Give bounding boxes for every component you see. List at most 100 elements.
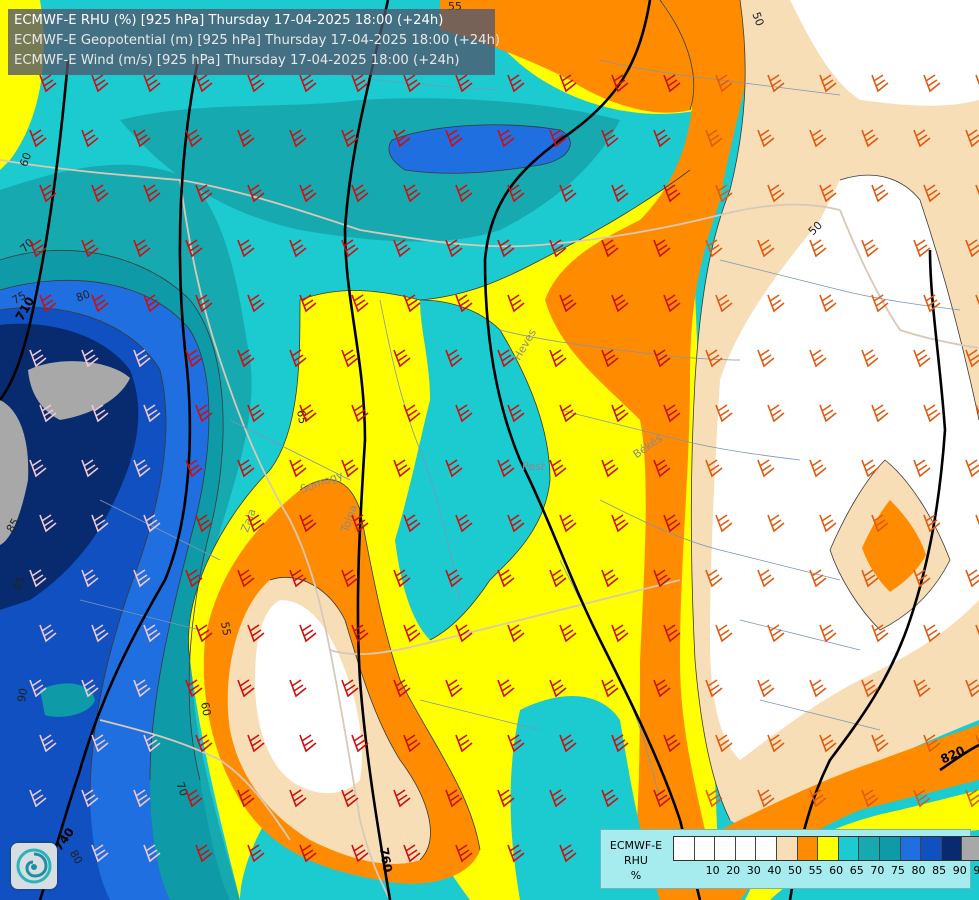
wind-barb <box>871 74 889 93</box>
wind-barb <box>133 569 151 588</box>
legend-variable: RHU <box>624 854 648 867</box>
wind-barb <box>767 404 785 423</box>
wind-barbs <box>29 74 979 863</box>
wind-barb <box>913 239 931 258</box>
wind-barb <box>653 789 671 808</box>
wind-barb <box>871 624 889 643</box>
wind-barb <box>247 624 265 643</box>
wind-barb <box>767 294 785 313</box>
wind-barb <box>341 239 359 258</box>
legend-swatch <box>941 837 963 860</box>
wind-barb <box>341 129 359 148</box>
header-title-geopotential: ECMWF-E Geopotential (m) [925 hPa] Thurs… <box>14 33 501 48</box>
wind-barb <box>247 844 265 863</box>
wind-barb <box>975 624 979 636</box>
wind-barb <box>819 294 837 313</box>
wind-barb <box>455 74 473 93</box>
wind-barb <box>81 569 99 588</box>
wind-barb <box>809 789 827 808</box>
wind-barb <box>663 734 681 753</box>
wind-barb <box>393 239 411 258</box>
wind-barb <box>601 349 619 368</box>
wind-barb <box>653 239 671 258</box>
wind-barb <box>143 74 161 93</box>
wind-barb <box>299 624 317 643</box>
wind-barb <box>819 184 837 203</box>
wind-barb <box>445 349 463 368</box>
wind-barb <box>549 679 567 698</box>
wind-barb <box>611 514 629 533</box>
wind-barb <box>913 459 931 478</box>
wind-barb <box>289 459 307 478</box>
wind-barb <box>29 349 47 368</box>
wind-barb <box>819 74 837 93</box>
wind-barb <box>507 294 525 313</box>
rh-label-70b: 70 <box>173 780 190 798</box>
wind-barb <box>507 404 525 423</box>
wind-barb <box>91 74 109 93</box>
legend-swatch <box>797 837 819 860</box>
wind-barb <box>351 184 369 203</box>
wind-barb <box>507 184 525 203</box>
legend-tick-label: 85 <box>932 864 947 877</box>
wind-barb <box>757 129 775 148</box>
wind-barb <box>601 789 619 808</box>
wind-barb <box>767 624 785 643</box>
wind-barb <box>143 844 161 863</box>
wind-barb <box>445 789 463 808</box>
wind-barb <box>237 679 255 698</box>
wind-barb <box>549 349 567 368</box>
wind-barb <box>289 349 307 368</box>
wind-barb <box>29 459 47 478</box>
wind-barb <box>195 74 213 93</box>
wind-barb <box>299 404 317 423</box>
wind-barb <box>91 184 109 203</box>
wind-barb <box>663 184 681 203</box>
wind-barb <box>715 734 733 753</box>
rh-55-diamond-core <box>862 500 926 592</box>
wind-barb <box>81 239 99 258</box>
wind-barb <box>195 734 213 753</box>
wind-barb <box>185 569 203 588</box>
wind-barb <box>497 569 515 588</box>
legend-swatch <box>715 837 736 860</box>
place-label-pest: Pest <box>522 460 546 473</box>
wind-barb <box>715 404 733 423</box>
wind-barb <box>497 679 515 698</box>
wind-barb <box>143 404 161 423</box>
wind-barb <box>809 679 827 698</box>
wind-barb <box>871 734 889 753</box>
wind-barb <box>393 789 411 808</box>
legend-tick-label <box>685 864 706 877</box>
wind-barb <box>237 569 255 588</box>
wind-barb <box>143 624 161 643</box>
wind-barb <box>143 734 161 753</box>
wind-barb <box>39 514 57 533</box>
rh-label-60a: 60 <box>17 151 34 169</box>
wind-barb <box>29 129 47 148</box>
legend-tick-label: 50 <box>787 864 802 877</box>
legend-swatch <box>735 837 757 860</box>
wind-barb <box>861 349 879 368</box>
wind-barb <box>237 789 255 808</box>
wind-barb <box>913 129 931 148</box>
wind-barb <box>39 624 57 643</box>
wind-barb <box>861 679 879 698</box>
wind-barb <box>351 844 369 863</box>
legend-swatch <box>859 837 880 860</box>
rh-white-region-southwest <box>255 600 362 794</box>
wind-barb <box>91 514 109 533</box>
wind-barb <box>757 789 775 808</box>
wind-barb <box>757 569 775 588</box>
legend-swatch <box>776 837 798 860</box>
wind-barb <box>91 294 109 313</box>
wind-barb <box>767 514 785 533</box>
wind-barb <box>809 569 827 588</box>
wind-barb <box>133 239 151 258</box>
wind-barb <box>81 789 99 808</box>
wind-barb <box>611 404 629 423</box>
rh-white-region-east <box>790 0 979 106</box>
legend-tick-label: 75 <box>890 864 905 877</box>
wind-barb <box>913 679 931 698</box>
wind-barb <box>923 514 941 533</box>
